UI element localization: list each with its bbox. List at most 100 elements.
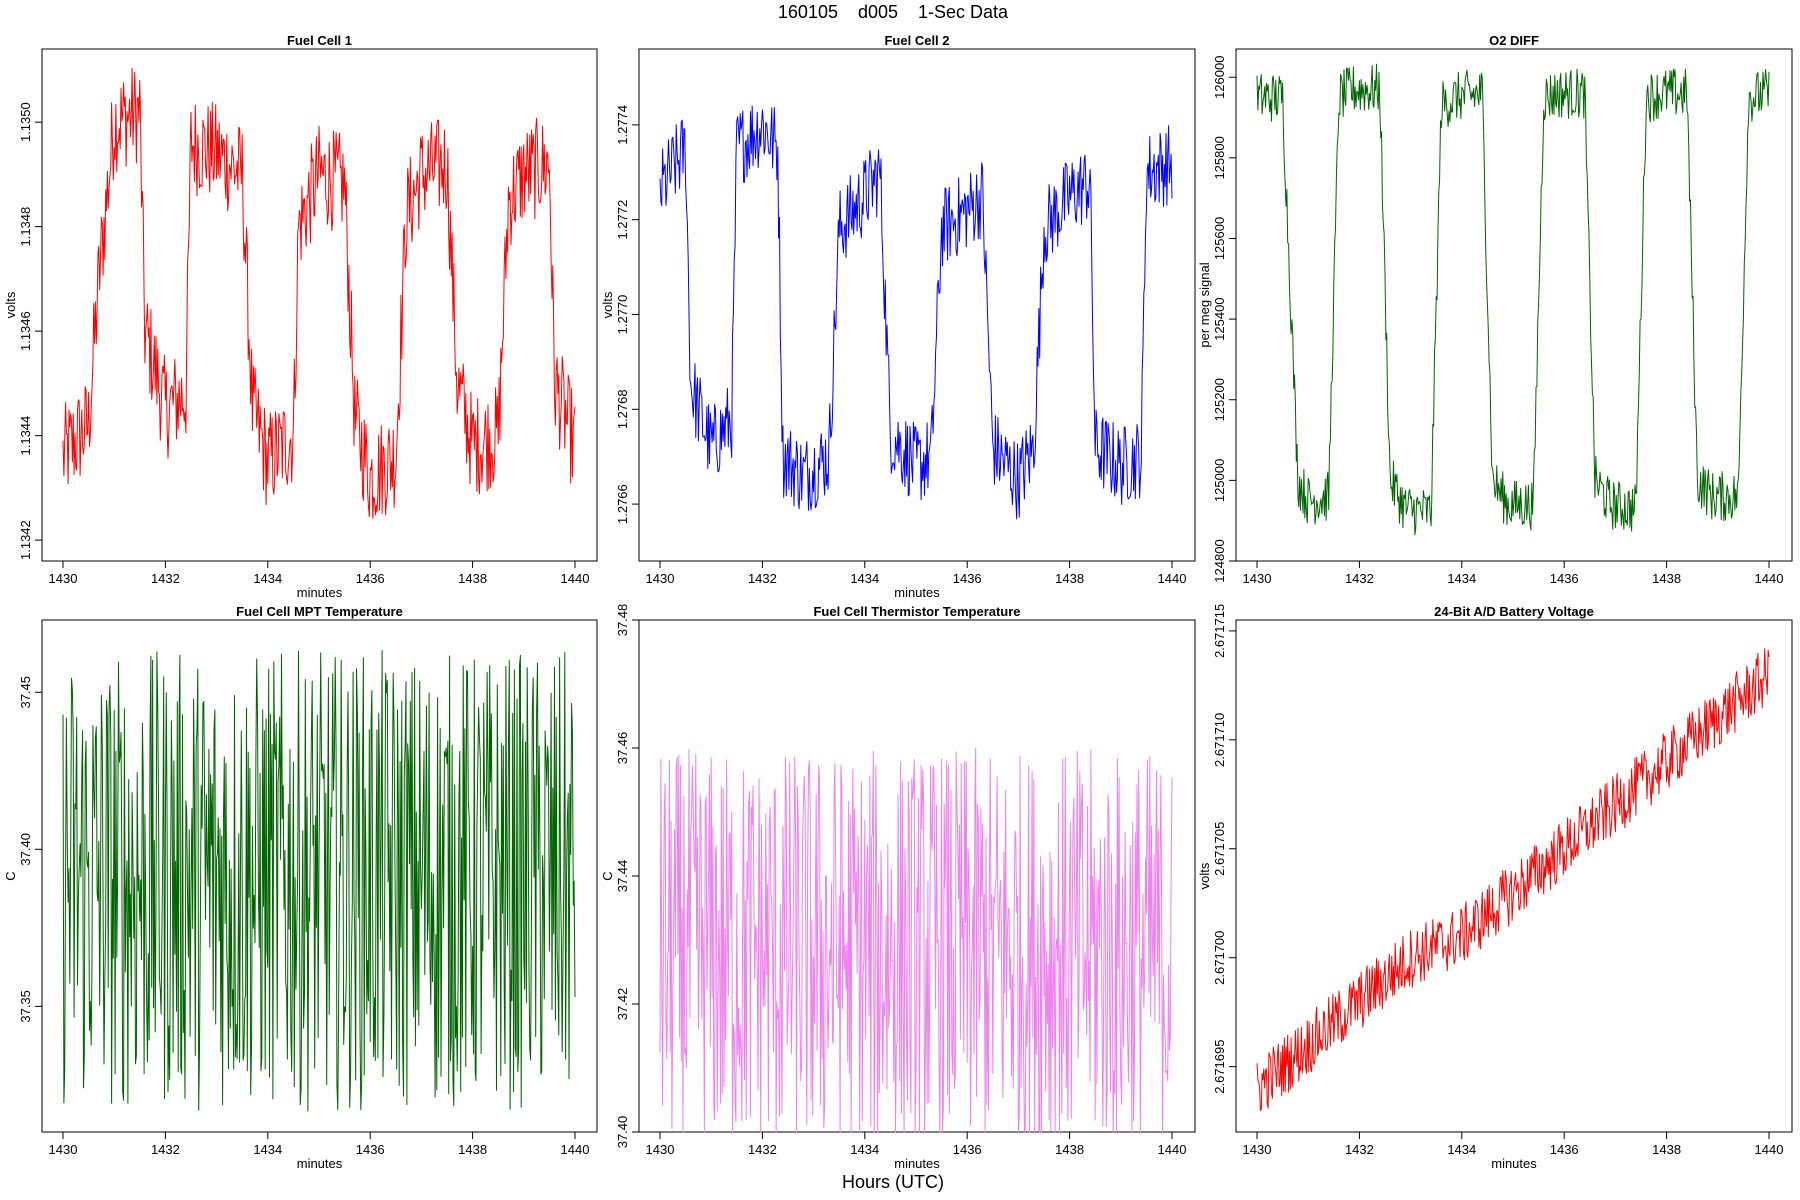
y-axis-label: volts: [600, 291, 615, 318]
plot-frame: [638, 48, 1196, 562]
x-tick-label: 1434: [850, 571, 879, 586]
y-tick-label: 37.35: [18, 990, 33, 1023]
x-tick-label: 1438: [1055, 1142, 1084, 1157]
series-line: [659, 105, 1173, 520]
figure-title: 160105 d005 1-Sec Data: [778, 2, 1009, 22]
x-axis-label: minutes: [1491, 1156, 1537, 1171]
x-tick-label: 1436: [953, 1142, 982, 1157]
series-line: [659, 747, 1173, 1133]
x-tick-label: 1440: [1158, 1142, 1187, 1157]
y-tick-label: 125600: [1212, 217, 1227, 260]
x-tick-label: 1432: [151, 571, 180, 586]
x-tick-label: 1438: [458, 1142, 487, 1157]
x-tick-label: 1438: [458, 571, 487, 586]
panel-title: Fuel Cell MPT Temperature: [236, 604, 403, 619]
x-tick-label: 1440: [1158, 571, 1187, 586]
panels: Fuel Cell 1 1430 1432 1434 1436 1438 1440 minut…: [3, 33, 1793, 1171]
y-tick-label: 1.1344: [18, 416, 33, 456]
y-axis-label: volts: [1197, 862, 1212, 889]
series-line: [62, 67, 576, 519]
x-axis-label: minutes: [297, 1156, 343, 1171]
x-tick-label: 1440: [1755, 1142, 1784, 1157]
y-tick-label: 2.671695: [1212, 1040, 1227, 1094]
x-tick-label: 1434: [253, 571, 282, 586]
y-tick-label: 37.40: [18, 833, 33, 866]
panel-title: Fuel Cell 1: [287, 33, 352, 48]
x-tick-label: 1434: [1447, 1142, 1476, 1157]
y-axis-label: C: [3, 871, 18, 880]
x-tick-label: 1434: [253, 1142, 282, 1157]
x-tick-label: 1432: [151, 1142, 180, 1157]
y-tick-label: 37.46: [615, 732, 630, 765]
chart-panel: Fuel Cell 2 1430 1432 1434 1436 1438 1440 minut…: [600, 33, 1196, 600]
y-tick-label: 126000: [1212, 56, 1227, 99]
series-line: [1256, 648, 1770, 1111]
y-tick-label: 1.1342: [18, 520, 33, 560]
y-tick-label: 1.1348: [18, 207, 33, 247]
y-tick-label: 37.45: [18, 676, 33, 709]
x-tick-label: 1440: [1755, 571, 1784, 586]
x-tick-label: 1432: [1345, 1142, 1374, 1157]
x-tick-label: 1430: [49, 571, 78, 586]
x-tick-label: 1436: [356, 1142, 385, 1157]
y-tick-label: 37.44: [615, 860, 630, 893]
y-tick-label: 2.671700: [1212, 931, 1227, 985]
x-tick-label: 1430: [1243, 571, 1272, 586]
y-tick-label: 1.2772: [615, 200, 630, 240]
x-tick-label: 1430: [646, 571, 675, 586]
y-tick-label: 1.2774: [615, 105, 630, 145]
x-tick-label: 1438: [1652, 1142, 1681, 1157]
y-tick-label: 37.42: [615, 988, 630, 1021]
x-tick-label: 1438: [1652, 571, 1681, 586]
x-tick-label: 1436: [1550, 571, 1579, 586]
series-line: [1256, 63, 1770, 536]
y-tick-label: 125800: [1212, 136, 1227, 179]
y-tick-label: 1.2768: [615, 389, 630, 429]
x-tick-label: 1432: [1345, 571, 1374, 586]
y-tick-label: 125000: [1212, 459, 1227, 502]
y-axis-label: C: [600, 871, 615, 880]
plot-frame: [41, 619, 598, 1133]
y-tick-label: 1.2770: [615, 295, 630, 335]
panel-title: 24-Bit A/D Battery Voltage: [1434, 604, 1594, 619]
y-tick-label: 37.40: [615, 1116, 630, 1149]
x-tick-label: 1432: [748, 1142, 777, 1157]
x-tick-label: 1434: [850, 1142, 879, 1157]
plot-frame: [1235, 48, 1793, 562]
x-tick-label: 1430: [1243, 1142, 1272, 1157]
y-tick-label: 125200: [1212, 378, 1227, 421]
x-tick-label: 1436: [953, 571, 982, 586]
y-axis-label: per meg signal: [1197, 262, 1212, 347]
y-tick-label: 1.2766: [615, 484, 630, 524]
chart-panel: Fuel Cell 1 1430 1432 1434 1436 1438 1440 minut…: [3, 33, 598, 600]
y-tick-label: 124800: [1212, 539, 1227, 582]
x-tick-label: 1432: [748, 571, 777, 586]
x-tick-label: 1440: [561, 1142, 590, 1157]
y-tick-label: 2.671715: [1212, 604, 1227, 658]
plot-frame: [41, 48, 598, 562]
panel-title: O2 DIFF: [1489, 33, 1539, 48]
x-tick-label: 1436: [356, 571, 385, 586]
figure-xlabel: Hours (UTC): [842, 1172, 944, 1192]
y-tick-label: 1.1346: [18, 311, 33, 351]
chart-panel: Fuel Cell Thermistor Temperature 1430 1432…: [600, 604, 1196, 1171]
y-tick-label: 2.671710: [1212, 713, 1227, 767]
panel-title: Fuel Cell 2: [884, 33, 949, 48]
series-line: [62, 650, 576, 1112]
x-tick-label: 1430: [49, 1142, 78, 1157]
x-tick-label: 1434: [1447, 571, 1476, 586]
chart-panel: Fuel Cell MPT Temperature 1430 1432 1434 143…: [3, 604, 598, 1171]
x-tick-label: 1430: [646, 1142, 675, 1157]
x-axis-label: minutes: [894, 585, 940, 600]
x-tick-label: 1438: [1055, 571, 1084, 586]
x-axis-label: minutes: [297, 585, 343, 600]
x-tick-label: 1436: [1550, 1142, 1579, 1157]
plot-frame: [1235, 619, 1793, 1133]
panel-title: Fuel Cell Thermistor Temperature: [813, 604, 1020, 619]
y-tick-label: 125400: [1212, 297, 1227, 340]
x-tick-label: 1440: [561, 571, 590, 586]
y-tick-label: 1.1350: [18, 102, 33, 142]
chart-panel: 24-Bit A/D Battery Voltage 1430 1432 1434 14…: [1197, 604, 1793, 1171]
y-tick-label: 2.671705: [1212, 822, 1227, 876]
